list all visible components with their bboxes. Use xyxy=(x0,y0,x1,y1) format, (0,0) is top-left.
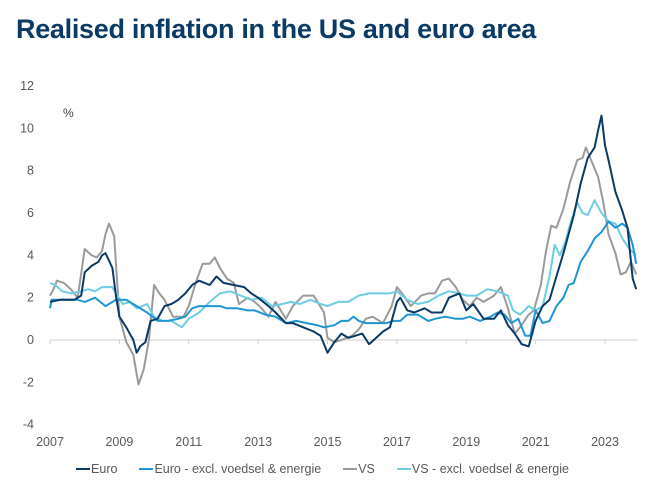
series-line-vs xyxy=(49,146,638,386)
y-tick-label: -2 xyxy=(23,375,34,389)
y-tick-label: -4 xyxy=(23,418,34,432)
legend-label: VS - excl. voedsel & energie xyxy=(411,462,569,476)
y-tick-label: 8 xyxy=(27,164,34,178)
y-tick-label: 4 xyxy=(27,248,34,262)
legend-swatch xyxy=(139,467,154,471)
legend-swatch xyxy=(343,467,358,471)
y-tick-label: 6 xyxy=(27,206,34,220)
x-axis: 2007 2009 2011 2013 2015 2017 2019 2021 2023 xyxy=(36,340,619,449)
legend-item-euro: Euro xyxy=(76,462,117,476)
x-tick-label: 2011 xyxy=(175,435,202,449)
series-line-vs-core xyxy=(49,199,637,329)
x-tick-label: 2021 xyxy=(522,435,550,449)
legend-label: Euro xyxy=(91,462,118,476)
y-axis: -4 -2 0 2 4 6 8 10 12 xyxy=(20,79,34,432)
x-tick-label: 2007 xyxy=(36,435,64,449)
legend-item-euro-core: Euro - excl. voedsel & energie xyxy=(139,462,321,476)
x-tick-label: 2019 xyxy=(452,435,480,449)
legend-swatch xyxy=(396,467,411,471)
y-tick-label: 2 xyxy=(27,291,34,305)
legend-item-vs: VS xyxy=(343,462,375,476)
x-tick-label: 2013 xyxy=(244,435,272,449)
legend-label: VS xyxy=(358,462,375,476)
series-line-euro xyxy=(49,114,638,354)
x-tick-label: 2023 xyxy=(591,435,619,449)
x-tick-label: 2009 xyxy=(105,435,133,449)
legend: Euro Euro - excl. voedsel & energie VS V… xyxy=(0,462,645,476)
series-line-euro-core xyxy=(49,220,638,337)
x-tick-label: 2017 xyxy=(383,435,411,449)
y-tick-label: 10 xyxy=(20,121,34,135)
y-axis-unit-label: % xyxy=(63,106,74,120)
legend-item-vs-core: VS - excl. voedsel & energie xyxy=(396,462,569,476)
legend-swatch xyxy=(76,467,91,471)
y-tick-label: 0 xyxy=(27,333,34,347)
y-tick-label: 12 xyxy=(20,79,34,93)
chart-title: Realised inflation in the US and euro ar… xyxy=(16,14,537,44)
x-tick-label: 2015 xyxy=(314,435,342,449)
series-group xyxy=(49,114,638,386)
legend-label: Euro - excl. voedsel & energie xyxy=(154,462,322,476)
